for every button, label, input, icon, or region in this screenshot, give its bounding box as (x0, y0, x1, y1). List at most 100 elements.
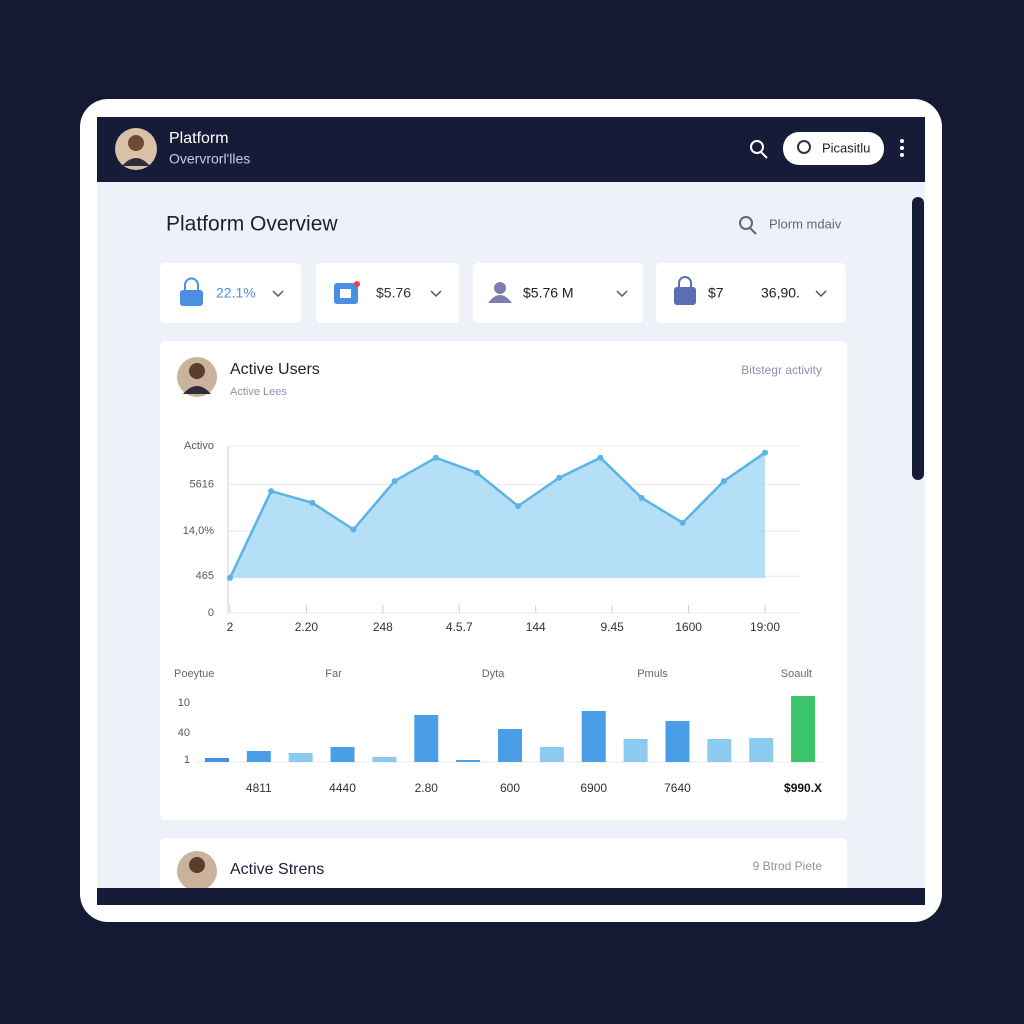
stat-card[interactable] (316, 263, 459, 323)
bar (749, 738, 774, 762)
bar (288, 753, 313, 762)
chevron[interactable] (815, 290, 827, 298)
stat-card[interactable] (160, 263, 301, 323)
x-tick-label: 7640 (664, 781, 691, 795)
card-avatar-body (183, 386, 211, 394)
point (473, 469, 480, 476)
menu-dot[interactable] (900, 139, 904, 143)
x-tick-label: $990.X (784, 781, 822, 795)
area (230, 452, 765, 578)
search-button[interactable] (783, 132, 884, 165)
page-search-handle (749, 227, 757, 235)
stat-card[interactable] (473, 263, 643, 323)
x-tick-label: 4.5.7 (446, 620, 473, 634)
y-tick-label: 1 (184, 754, 190, 766)
point (309, 499, 316, 506)
card-subtitle: Active Lees (230, 386, 287, 398)
active-card (160, 341, 847, 820)
group-label: Pmuls (637, 668, 668, 680)
x-tick-label: 4440 (329, 781, 356, 795)
point (720, 478, 727, 485)
bar (246, 751, 271, 762)
chevron[interactable] (272, 290, 284, 298)
search-button-label[interactable]: Picasitlu (822, 140, 870, 155)
bar (665, 721, 690, 762)
stat-value: 22.1% (216, 285, 256, 301)
bar (456, 760, 481, 762)
scrollbar[interactable] (912, 197, 924, 480)
charts: 0 465 14,0% 5616 Activo 2 2.20 248 4.5.7 144 9.45 1… (174, 440, 824, 795)
bar (581, 711, 606, 762)
card-link[interactable]: 9 Btrod Piete (753, 859, 823, 873)
card-title: Active Strens (230, 861, 324, 878)
y-tick-label: Activo (184, 440, 214, 452)
point (350, 526, 357, 533)
header-subtitle: Overvrorl'lles (169, 151, 250, 167)
line (228, 451, 766, 579)
y-tick-label: 10 (178, 697, 190, 709)
y-tick-label: 5616 (190, 478, 214, 490)
page-search[interactable]: Plorm mdaiv (769, 216, 842, 231)
point (556, 474, 563, 481)
bottom-card (160, 838, 847, 898)
x-tick-label: 2 (227, 620, 234, 634)
card-avatar-head (189, 363, 205, 379)
bar (539, 747, 564, 762)
bar (791, 696, 816, 762)
page-search-icon[interactable] (739, 216, 753, 230)
stat-value: $5.76 (376, 285, 411, 301)
menu-dot (900, 153, 904, 157)
search-icon[interactable] (750, 140, 764, 154)
stat-extra: 36,90. (761, 285, 800, 301)
stat-value: $7 (708, 285, 724, 301)
chevron[interactable] (430, 290, 442, 298)
x-tick-label: 4811 (246, 781, 272, 795)
y-tick-label: 14,0% (183, 525, 214, 537)
x-tick-label: 2.20 (295, 620, 319, 634)
stat-icon (180, 290, 203, 306)
point (597, 454, 604, 461)
y-tick-label: 465 (196, 570, 214, 582)
stat-badge (354, 281, 360, 287)
x-tick-label: 600 (500, 781, 520, 795)
y-tick-label: 40 (178, 727, 190, 739)
menu-dot (900, 146, 904, 150)
bar (372, 757, 397, 762)
stat-icon (494, 282, 506, 294)
stat-value: $5.76 M (523, 285, 574, 301)
x-tick-label: 1600 (675, 620, 702, 634)
y-tick-label: 0 (208, 607, 214, 619)
group-label: Soault (781, 668, 812, 680)
page-title: Platform Overview (166, 213, 338, 236)
button-icon (797, 140, 811, 154)
x-tick-label: 6900 (580, 781, 607, 795)
x-tick-label: 9.45 (600, 620, 624, 634)
card-link[interactable]: Bitstegr activity (741, 363, 822, 377)
x-tick-label: 248 (373, 620, 393, 634)
x-tick-label: 19:00 (750, 620, 780, 634)
point (432, 454, 439, 461)
point (762, 449, 768, 456)
stat-icon-shackle (678, 276, 692, 287)
bar (414, 715, 439, 762)
bar (498, 729, 522, 762)
search-icon-handle (760, 151, 768, 159)
bottom-bar (97, 888, 925, 905)
stat-icon-body (488, 295, 512, 303)
group-label: Dyta (482, 668, 506, 680)
header-title: Platform (169, 130, 229, 147)
stat-icon-inner (340, 289, 351, 298)
bar (707, 739, 732, 762)
chevron[interactable] (616, 290, 628, 298)
stat-card[interactable] (656, 263, 846, 323)
point (391, 478, 398, 485)
point (638, 494, 645, 501)
x-tick-label: 144 (526, 620, 546, 634)
bar (330, 747, 355, 762)
point (679, 519, 686, 526)
point (227, 574, 233, 581)
avatar-body (122, 158, 150, 166)
stat-icon-shackle (184, 277, 199, 290)
card-title: Active Users (230, 361, 320, 378)
